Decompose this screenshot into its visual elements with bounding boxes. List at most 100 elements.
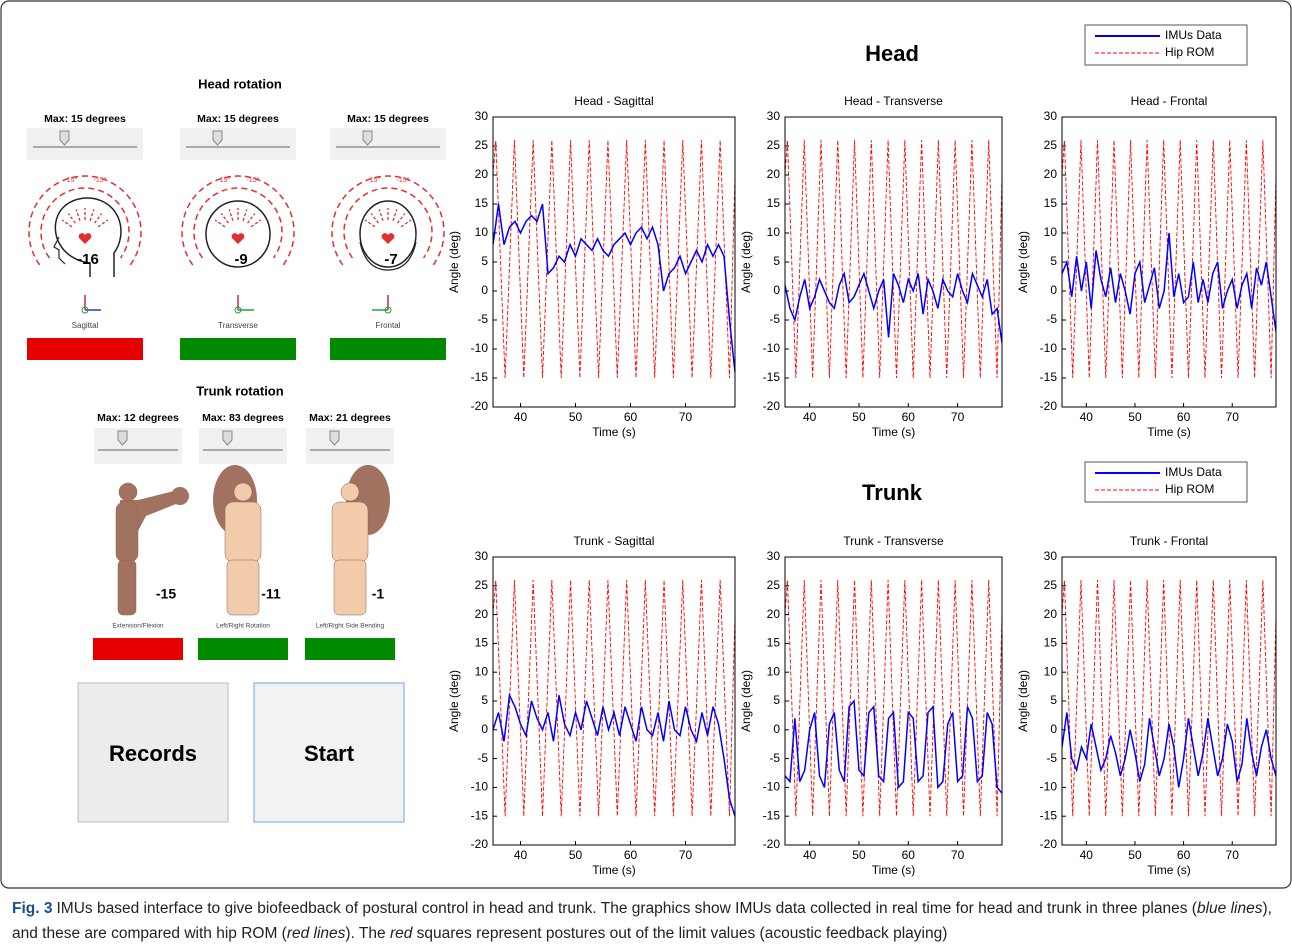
head-outline (359, 200, 417, 268)
range-tick (94, 213, 103, 224)
range-tick (228, 209, 234, 222)
y-tick-label: -5 (1046, 751, 1057, 765)
button[interactable] (77, 682, 229, 823)
y-tick-label: -15 (471, 370, 489, 384)
status-indicator (198, 638, 288, 660)
max-label: Max: 12 degrees (97, 412, 179, 424)
data-line (493, 692, 735, 817)
y-tick-label: 10 (767, 664, 781, 678)
y-tick-label: 25 (1044, 138, 1058, 152)
legend-label: IMUs Data (1165, 465, 1222, 479)
angle-value: -16 (77, 251, 99, 268)
x-tick-label: 70 (679, 848, 693, 862)
x-tick-label: 70 (1226, 848, 1240, 862)
slider-knob (222, 430, 233, 446)
plot-frame (1061, 116, 1277, 408)
y-tick-label: 25 (767, 578, 781, 592)
y-tick-label: -15 (1040, 370, 1058, 384)
range-tick (97, 219, 109, 228)
data-line (785, 270, 1002, 344)
plot-frame (784, 116, 1003, 408)
y-tick-label: 0 (773, 722, 780, 736)
caption-text: red lines (286, 925, 346, 942)
section-title: Trunk rotation (196, 383, 283, 398)
body-legs (226, 559, 260, 616)
caption: Fig. 3 IMUs based interface to give biofe… (12, 896, 1282, 946)
legend-label: Hip ROM (1165, 45, 1214, 59)
limit-arc (343, 187, 433, 259)
slider-knob (59, 130, 70, 146)
y-axis-label: Angle (deg) (1016, 231, 1030, 293)
caption-text: blue lines (1196, 900, 1263, 917)
angle-value: -15 (156, 586, 176, 602)
y-tick-label: -15 (763, 808, 781, 822)
y-tick-label: 10 (1044, 664, 1058, 678)
y-tick-label: -10 (1040, 780, 1058, 794)
limit-label: -15° (247, 176, 260, 184)
y-tick-label: 5 (1050, 693, 1057, 707)
plot-frame (492, 556, 736, 846)
legend-label: Hip ROM (1165, 482, 1214, 496)
data-line (1062, 140, 1276, 379)
x-axis-label: Time (s) (1147, 863, 1191, 877)
range-tick (250, 219, 262, 228)
data-line (493, 203, 735, 373)
button-label: Start (304, 741, 355, 766)
data-line (785, 699, 1002, 794)
y-tick-label: -10 (763, 341, 781, 355)
plane-label: Transverse (218, 321, 258, 330)
y-tick-label: -20 (763, 837, 781, 851)
angle-value: -11 (261, 586, 281, 602)
data-line (493, 140, 735, 379)
range-tick (242, 209, 248, 222)
body-figure (213, 465, 262, 616)
limit-label: 15° (370, 176, 381, 184)
y-tick-label: -15 (763, 370, 781, 384)
limit-label: 15° (67, 176, 78, 184)
limit-arc (40, 187, 130, 259)
angle-value: -1 (372, 586, 385, 602)
y-axis-label: Angle (deg) (739, 231, 753, 293)
x-tick-label: 50 (852, 848, 866, 862)
data-line (785, 580, 1002, 817)
limit-arc (181, 175, 295, 266)
slider-knob (117, 430, 128, 446)
limit-label: -15° (94, 176, 107, 184)
slider (94, 428, 182, 464)
plane-label: Frontal (376, 321, 401, 330)
y-tick-label: 5 (481, 254, 488, 268)
y-tick-label: 30 (475, 549, 489, 563)
y-tick-label: 10 (1044, 225, 1058, 239)
body-torso (224, 501, 262, 563)
heart-icon (381, 233, 395, 244)
button[interactable] (253, 682, 405, 823)
y-tick-label: 25 (1044, 578, 1058, 592)
x-tick-label: 70 (951, 410, 965, 424)
y-tick-label: 5 (773, 693, 780, 707)
x-axis-label: Time (s) (1147, 425, 1191, 439)
y-tick-label: 20 (1044, 607, 1058, 621)
legend-label: IMUs Data (1165, 28, 1222, 42)
y-tick-label: -10 (471, 780, 489, 794)
x-tick-label: 50 (569, 848, 583, 862)
caption-text: IMUs based interface to give biofeedback… (56, 900, 1197, 917)
x-tick-label: 70 (1226, 410, 1240, 424)
caption-label: Fig. 3 (12, 900, 53, 917)
plane-label: Sagittal (72, 321, 99, 330)
y-tick-label: 15 (767, 196, 781, 210)
status-indicator (180, 338, 296, 360)
limit-label: -15° (397, 176, 410, 184)
y-axis-label: Angle (deg) (447, 670, 461, 732)
x-tick-label: 40 (1080, 410, 1094, 424)
body-legs (333, 559, 367, 616)
x-tick-label: 40 (1080, 848, 1094, 862)
y-tick-label: 10 (767, 225, 781, 239)
frame (0, 0, 1292, 889)
y-tick-label: 15 (475, 196, 489, 210)
x-tick-label: 50 (1128, 848, 1142, 862)
slider-knob (329, 430, 340, 446)
y-tick-label: -20 (1040, 399, 1058, 413)
y-tick-label: 10 (475, 664, 489, 678)
range-tick (400, 219, 412, 228)
